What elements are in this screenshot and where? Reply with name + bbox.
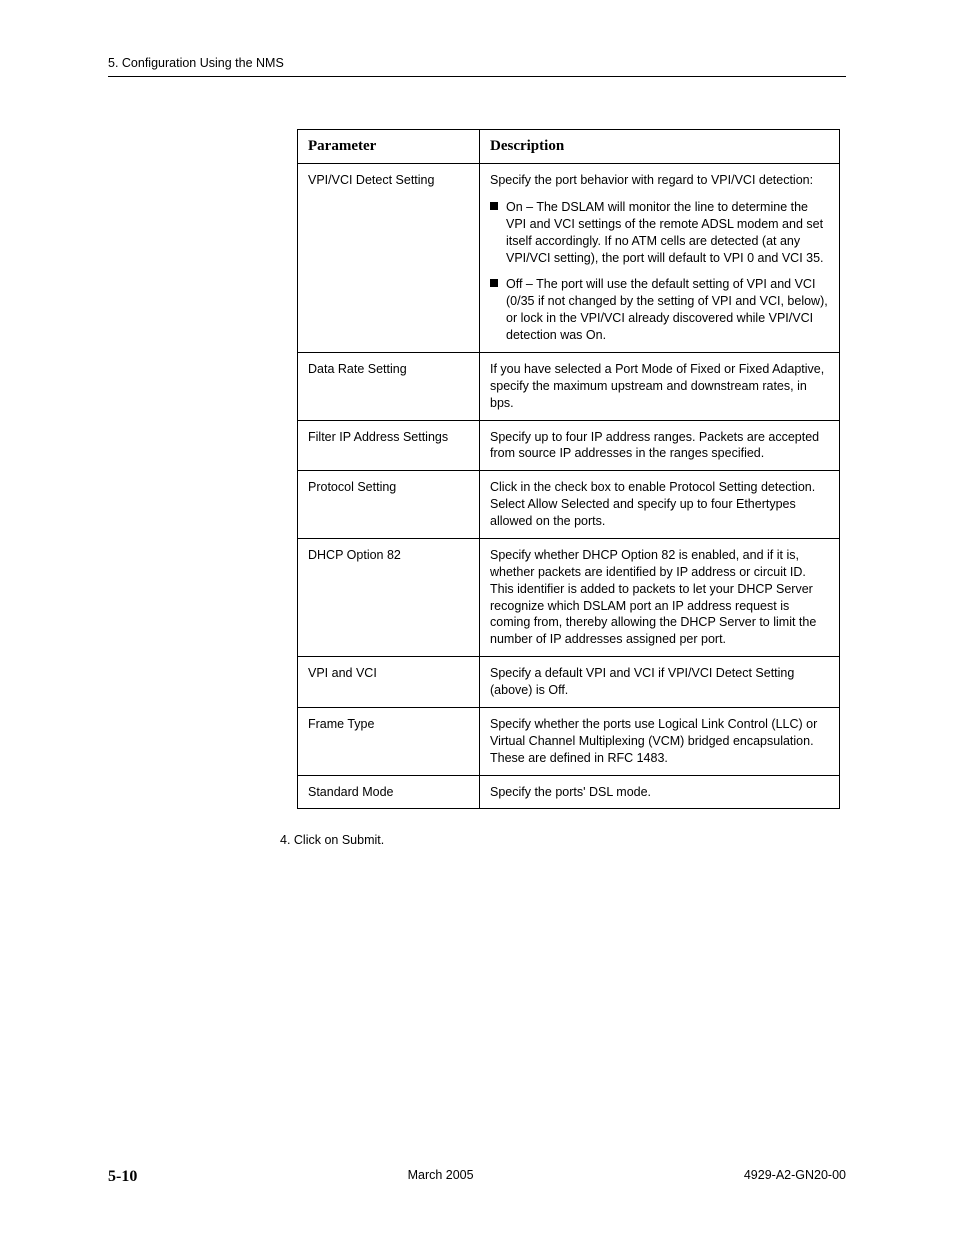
param-cell: Protocol Setting [298, 471, 480, 539]
footer-date: March 2005 [408, 1168, 474, 1186]
table-row: Frame Type Specify whether the ports use… [298, 707, 840, 775]
table-row: Standard Mode Specify the ports' DSL mod… [298, 775, 840, 809]
square-bullet-icon [490, 202, 498, 210]
page-container: 5. Configuration Using the NMS Parameter… [0, 0, 954, 1236]
desc-intro: Specify the port behavior with regard to… [490, 172, 829, 189]
desc-cell: Specify the ports' DSL mode. [480, 775, 840, 809]
param-cell: Data Rate Setting [298, 352, 480, 420]
table-row: Filter IP Address Settings Specify up to… [298, 420, 840, 471]
table-header-row: Parameter Description [298, 130, 840, 164]
param-cell: Frame Type [298, 707, 480, 775]
bullet-text: Off – The port will use the default sett… [506, 276, 829, 344]
page-footer: 5-10 March 2005 4929-A2-GN20-00 [108, 1168, 846, 1186]
document-number: 4929-A2-GN20-00 [744, 1168, 846, 1186]
desc-cell: Specify up to four IP address ranges. Pa… [480, 420, 840, 471]
param-cell: Standard Mode [298, 775, 480, 809]
desc-cell: Click in the check box to enable Protoco… [480, 471, 840, 539]
desc-cell: Specify a default VPI and VCI if VPI/VCI… [480, 657, 840, 708]
square-bullet-icon [490, 279, 498, 287]
param-cell: VPI and VCI [298, 657, 480, 708]
parameter-table: Parameter Description VPI/VCI Detect Set… [297, 129, 840, 809]
desc-cell: If you have selected a Port Mode of Fixe… [480, 352, 840, 420]
page-number: 5-10 [108, 1168, 137, 1186]
bullet-item: On – The DSLAM will monitor the line to … [490, 199, 829, 267]
desc-cell: Specify the port behavior with regard to… [480, 164, 840, 353]
table-row: Protocol Setting Click in the check box … [298, 471, 840, 539]
desc-cell: Specify whether the ports use Logical Li… [480, 707, 840, 775]
table-row: DHCP Option 82 Specify whether DHCP Opti… [298, 538, 840, 656]
col-header-parameter: Parameter [298, 130, 480, 164]
section-title: 5. Configuration Using the NMS [108, 56, 284, 70]
page-header: 5. Configuration Using the NMS [108, 56, 846, 77]
bullet-text: On – The DSLAM will monitor the line to … [506, 199, 829, 267]
param-cell: DHCP Option 82 [298, 538, 480, 656]
step-instruction: 4. Click on Submit. [280, 833, 846, 847]
param-cell: VPI/VCI Detect Setting [298, 164, 480, 353]
bullet-item: Off – The port will use the default sett… [490, 276, 829, 344]
desc-cell: Specify whether DHCP Option 82 is enable… [480, 538, 840, 656]
table-row: Data Rate Setting If you have selected a… [298, 352, 840, 420]
table-row: VPI and VCI Specify a default VPI and VC… [298, 657, 840, 708]
param-cell: Filter IP Address Settings [298, 420, 480, 471]
col-header-description: Description [480, 130, 840, 164]
table-row: VPI/VCI Detect Setting Specify the port … [298, 164, 840, 353]
